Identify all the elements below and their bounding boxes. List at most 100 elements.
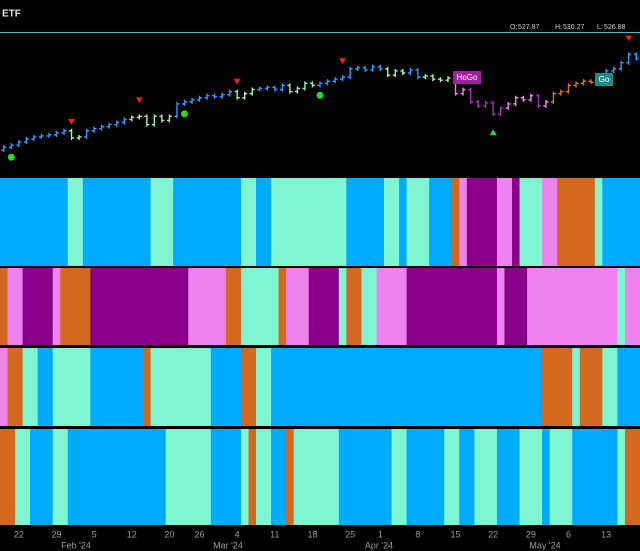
band-segment	[399, 178, 407, 266]
band-segment	[173, 178, 242, 266]
price-bar	[468, 87, 474, 104]
sell-marker	[339, 58, 347, 65]
band-segment	[37, 348, 54, 426]
band-segment	[7, 268, 23, 345]
band-segment	[542, 429, 551, 525]
band-segment	[384, 178, 400, 266]
band-segment	[338, 429, 392, 525]
x-tick-label: 18	[307, 529, 317, 539]
price-bar	[325, 79, 331, 86]
band-segment	[52, 429, 69, 525]
sell-marker	[625, 35, 633, 42]
x-tick-label: 1	[378, 529, 383, 539]
high-label: H:	[555, 24, 562, 31]
x-tick-label: 13	[601, 529, 611, 539]
x-tick-label: 4	[235, 529, 240, 539]
price-bar	[159, 114, 165, 123]
open-value: 527.87	[518, 24, 540, 31]
price-bar	[460, 87, 466, 96]
x-tick-label: 12	[127, 529, 137, 539]
price-bar	[340, 75, 346, 82]
price-bar	[558, 89, 564, 96]
price-bar	[415, 67, 421, 80]
price-bar	[377, 64, 383, 71]
x-tick-label: 8	[415, 529, 420, 539]
band-segment	[0, 429, 16, 525]
go-marker	[316, 91, 324, 99]
x-tick-label: 22	[488, 529, 498, 539]
band-segment	[406, 268, 498, 345]
band-segment	[278, 268, 287, 345]
x-tick-label: 6	[566, 529, 571, 539]
price-bar	[234, 89, 240, 100]
price-bar	[242, 91, 248, 100]
band-segment	[496, 178, 513, 266]
price-bar	[543, 99, 549, 108]
price-bar	[347, 66, 353, 80]
band-segment	[150, 178, 174, 266]
band-segment	[361, 268, 377, 345]
band-segment	[549, 429, 573, 525]
buy-marker	[489, 129, 497, 136]
price-bar	[581, 79, 587, 86]
month-label: May '24	[529, 540, 560, 550]
band-segment	[617, 268, 626, 345]
open-label: O:	[510, 24, 517, 31]
band-segment	[308, 268, 340, 345]
price-bar	[84, 128, 90, 139]
annotation: Go	[599, 75, 610, 84]
band-segment	[451, 178, 460, 266]
go-marker	[7, 153, 15, 161]
band-segment	[617, 429, 626, 525]
band-segment	[210, 348, 242, 426]
price-bar	[317, 81, 323, 88]
price-bar	[257, 86, 263, 92]
price-bar	[151, 114, 157, 127]
price-bar	[385, 66, 391, 78]
band-segment	[406, 178, 430, 266]
band-segment	[572, 348, 581, 426]
x-axis: 22 29 5 12 20 26 4 11 18 25 1 8 15 22 29 6 13	[14, 529, 611, 539]
price-bar	[61, 128, 67, 135]
band-segment	[22, 268, 54, 345]
price-bar	[535, 93, 541, 108]
month-label: Feb '24	[61, 540, 91, 550]
price-bar	[355, 65, 361, 71]
price-bar	[490, 100, 496, 117]
price-bar	[430, 74, 436, 82]
price-bar	[219, 92, 225, 99]
price-bar	[437, 77, 443, 83]
band-segment	[52, 268, 61, 345]
price-bar	[121, 117, 127, 125]
band-segment	[594, 178, 603, 266]
price-bar	[513, 95, 519, 106]
price-bar	[588, 79, 594, 85]
price-bar	[475, 99, 481, 108]
band-segment	[542, 348, 573, 426]
price-bar	[565, 83, 571, 94]
price-bar	[392, 68, 398, 78]
month-label: Apr '24	[365, 540, 393, 550]
annotation-box	[595, 73, 613, 86]
band-segment	[15, 429, 31, 525]
band-segment	[248, 429, 257, 525]
annotation-box	[453, 71, 481, 84]
band-segment	[338, 268, 347, 345]
band-segment	[271, 348, 543, 426]
band-segment	[459, 429, 475, 525]
band-segment	[602, 348, 618, 426]
annotation: HoGo	[457, 73, 478, 82]
band-segment	[286, 429, 295, 525]
low-value: 526.88	[604, 24, 626, 31]
price-bar	[181, 99, 187, 106]
band-segment	[52, 348, 91, 426]
price-bar	[46, 132, 52, 138]
price-bar	[38, 133, 44, 139]
price-bar	[445, 76, 451, 83]
price-bar	[287, 83, 293, 94]
x-tick-label: 20	[164, 529, 174, 539]
band-segment	[346, 178, 385, 266]
band-segment	[444, 429, 460, 525]
band-segment	[293, 429, 340, 525]
